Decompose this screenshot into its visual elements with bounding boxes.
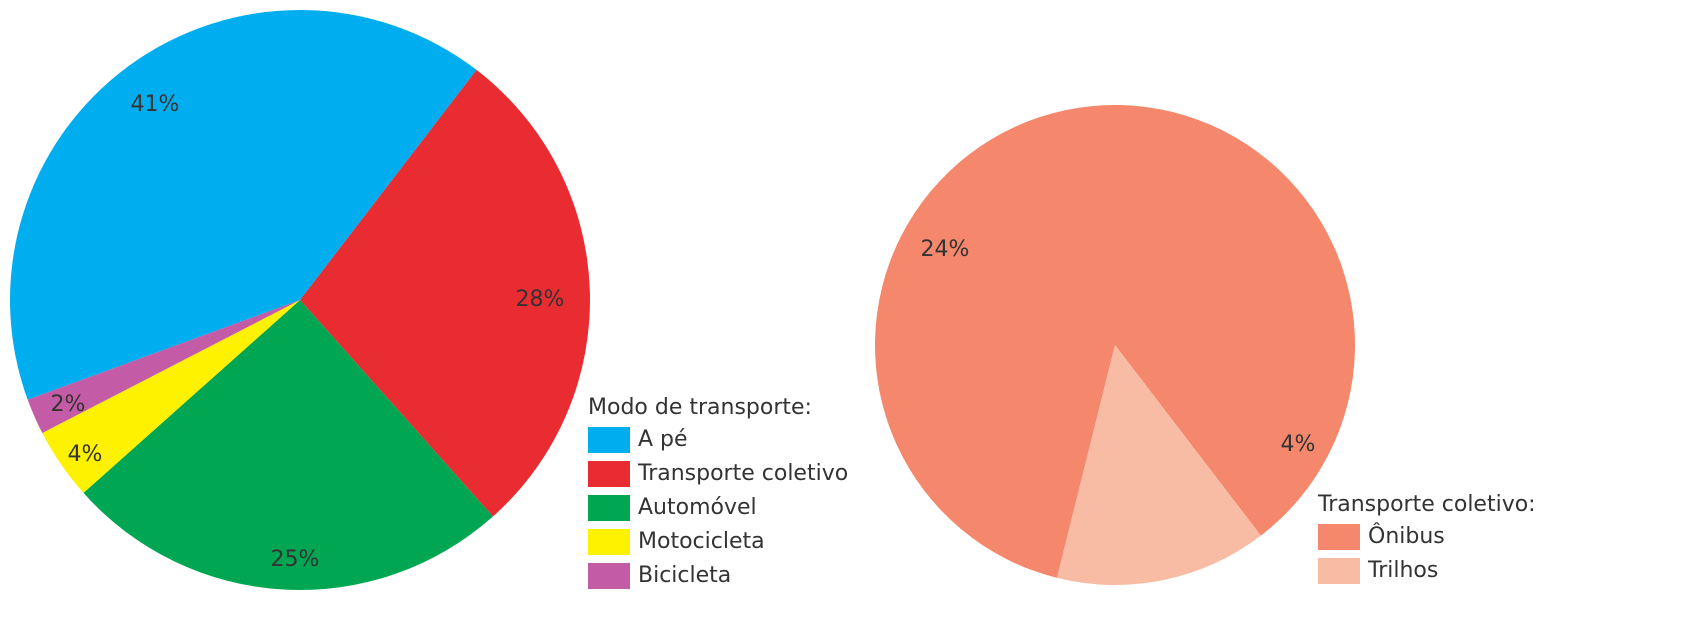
pie-slice <box>83 300 493 591</box>
legend-swatch <box>1318 524 1360 550</box>
data-label: 28% <box>516 287 565 312</box>
data-label: 2% <box>51 392 86 417</box>
legend-swatch <box>588 461 630 487</box>
legend-label: Transporte coletivo <box>637 461 848 486</box>
legend-label: Ônibus <box>1368 523 1445 549</box>
legend-swatch <box>588 563 630 589</box>
pie-slice <box>1056 345 1261 585</box>
data-label: 24% <box>921 237 970 262</box>
legend-swatch <box>1318 558 1360 584</box>
pie-slice <box>300 69 590 517</box>
legend-title: Modo de transporte: <box>588 395 812 420</box>
pie-slice <box>874 104 1355 578</box>
pie-slice <box>27 300 301 434</box>
pie-slice <box>10 10 477 400</box>
legend-swatch <box>588 427 630 453</box>
pie-slice <box>42 300 301 493</box>
legend-label: Bicicleta <box>638 563 731 588</box>
data-label: 41% <box>131 92 180 117</box>
legend-swatch <box>588 495 630 521</box>
legend-title: Transporte coletivo: <box>1317 492 1536 517</box>
legend-label: Automóvel <box>638 495 757 520</box>
legend-label: A pé <box>638 427 688 452</box>
data-label: 25% <box>271 547 320 572</box>
legend-label: Trilhos <box>1367 558 1438 583</box>
data-label: 4% <box>1281 432 1316 457</box>
legend-label: Motocicleta <box>638 529 765 554</box>
legend-swatch <box>588 529 630 555</box>
data-label: 4% <box>68 442 103 467</box>
